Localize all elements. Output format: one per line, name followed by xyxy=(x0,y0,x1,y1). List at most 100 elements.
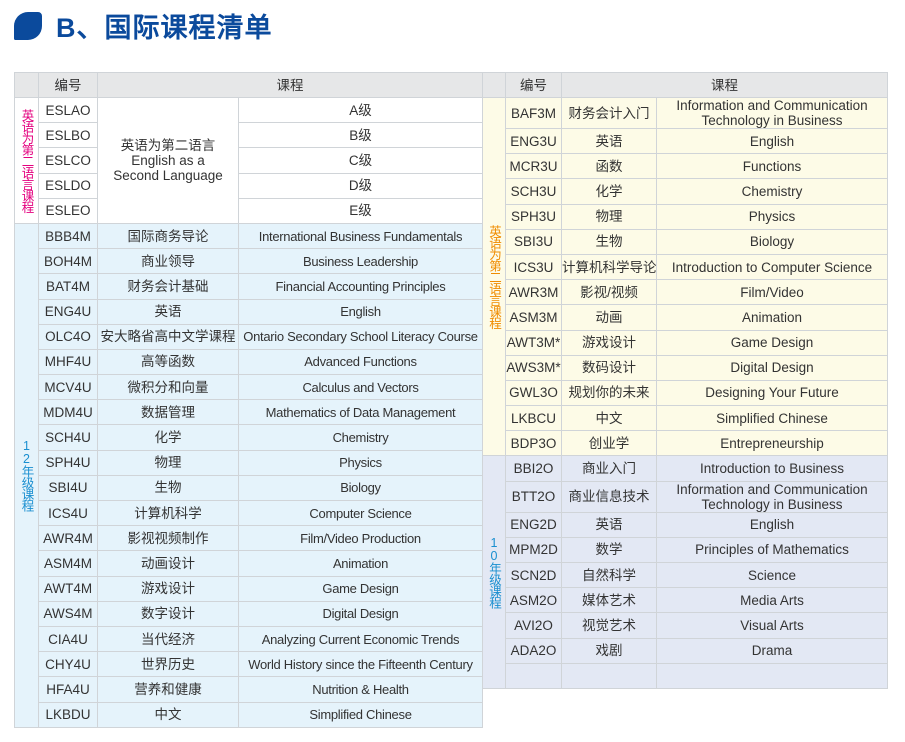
course-name-en: E级 xyxy=(238,197,483,224)
group-header xyxy=(14,72,39,98)
group-label: 10年级课程 xyxy=(487,536,501,609)
group-label-wrap: 10年级课程 xyxy=(484,457,505,688)
course-name-en: A级 xyxy=(238,96,483,124)
table-row: GWL3O 规划你的未来 Designing Your Future xyxy=(482,379,888,407)
course-code: SBI4U xyxy=(38,474,98,502)
course-name-cn: 数学 xyxy=(561,536,657,564)
course-name-cn: 世界历史 xyxy=(97,651,239,678)
course-code: ENG3U xyxy=(505,127,562,155)
course-name-en: Calculus and Vectors xyxy=(238,374,483,401)
course-code: SCH3U xyxy=(505,178,562,205)
course-name-cn: 媒体艺术 xyxy=(561,587,657,614)
course-name-en: Analyzing Current Economic Trends xyxy=(238,625,483,653)
course-name-cn: 英语 xyxy=(97,298,239,325)
course-name-en: Information and Communication Technology… xyxy=(656,97,888,129)
course-name-cn: 规划你的未来 xyxy=(561,379,657,407)
course-code: HFA4U xyxy=(38,676,98,703)
group-label: 英语为第二语言课程 xyxy=(487,224,501,329)
group-label-wrap: 英语为第二语言课程 xyxy=(16,98,38,222)
course-name-en: Nutrition & Health xyxy=(238,676,483,703)
course-code: AWS3M* xyxy=(505,354,562,381)
course-code: LKBDU xyxy=(38,701,98,728)
course-code: MCV4U xyxy=(38,374,98,401)
course-code: ASM2O xyxy=(505,587,562,614)
course-name-en: Digital Design xyxy=(238,600,483,627)
course-name-cn: 高等函数 xyxy=(97,348,239,376)
course-code: AVI2O xyxy=(505,612,562,639)
course-name-cn: 视觉艺术 xyxy=(561,612,657,639)
course-name-cn: 影视/视频 xyxy=(561,279,657,306)
group-label-cell: 12年级课程 xyxy=(14,222,39,728)
course-name-en: Game Design xyxy=(238,575,483,602)
course-name-cn: 自然科学 xyxy=(561,561,657,589)
table-row: 英语为第二语言课程 ESLAO 英语为第二语言 English as a Secon… xyxy=(14,96,483,224)
course-name-en: Animation xyxy=(238,550,483,577)
table-row: AVI2O 视觉艺术 Visual Arts xyxy=(482,612,888,639)
course-code: CHY4U xyxy=(38,651,98,678)
course-code: AWR4M xyxy=(38,525,98,552)
course-code: ESLAO xyxy=(38,96,98,124)
course-name-en: Game Design xyxy=(656,329,888,356)
course-name-cn: 动画 xyxy=(561,304,657,331)
course-name-en: World History since the Fifteenth Centur… xyxy=(238,651,483,678)
table-row: MCR3U 函数 Functions xyxy=(482,153,888,180)
course-name-en: Introduction to Computer Science xyxy=(656,253,888,281)
drop-bullet-icon xyxy=(14,11,42,40)
table-row: AWR3M 影视/视频 Film/Video xyxy=(482,279,888,306)
course-name-en: Introduction to Business xyxy=(656,455,888,482)
course-name-en: Physics xyxy=(656,203,888,230)
course-code: SBI3U xyxy=(505,228,562,255)
table-row: ESLEO E级 xyxy=(14,197,483,224)
table-row: OLC4O 安大略省高中文学课程 Ontario Secondary School … xyxy=(14,323,483,350)
table-row: SBI4U 生物 Biology xyxy=(14,474,483,502)
course-code: MDM4U xyxy=(38,399,98,426)
course-name-en: International Business Fundamentals xyxy=(238,222,483,250)
course-code: CIA4U xyxy=(38,625,98,653)
table-row: AWR4M 影视视频制作 Film/Video Production xyxy=(14,525,483,552)
course-name-cn: 创业学 xyxy=(561,430,657,457)
table-row: MCV4U 微积分和向量 Calculus and Vectors xyxy=(14,374,483,401)
table-row: ICS3U 计算机科学导论 Introduction to Computer Sci… xyxy=(482,253,888,281)
course-code: MCR3U xyxy=(505,153,562,180)
course-name-cn: 中文 xyxy=(97,701,239,728)
group-label-cell: 10年级课程 xyxy=(482,455,506,689)
course-name-en: Financial Accounting Principles xyxy=(238,273,483,300)
table-row: ASM4M 动画设计 Animation xyxy=(14,550,483,577)
group-label: 12年级课程 xyxy=(19,439,34,512)
code-header: 编号 xyxy=(505,72,562,98)
table-row: MHF4U 高等函数 Advanced Functions xyxy=(14,348,483,376)
course-name-cn: 商业领导 xyxy=(97,248,239,275)
course-name-en: Media Arts xyxy=(656,587,888,614)
table-row: BAT4M 财务会计基础 Financial Accounting Principl… xyxy=(14,273,483,300)
course-name-en: English xyxy=(656,511,888,538)
course-name-en: D级 xyxy=(238,172,483,199)
table-row: ESLCO C级 xyxy=(14,147,483,174)
course-code: SPH4U xyxy=(38,449,98,476)
table-row: SCH4U 化学 Chemistry xyxy=(14,424,483,451)
course-name-en: C级 xyxy=(238,147,483,174)
table-row: MDM4U 数据管理 Mathematics of Data Management xyxy=(14,399,483,426)
course-name-en: Mathematics of Data Management xyxy=(238,399,483,426)
course-name-cn: 安大略省高中文学课程 xyxy=(97,323,239,350)
course-name-cn: 当代经济 xyxy=(97,625,239,653)
header-row: 编号 课程 xyxy=(482,72,888,98)
course-code: SPH3U xyxy=(505,203,562,230)
course-code: ESLDO xyxy=(38,172,98,199)
course-name-cn: 数据管理 xyxy=(97,399,239,426)
table-row: 10年级课程 BBI2O 商业入门 Introduction to Business xyxy=(482,455,888,689)
group-label-cell: 英语为第二语言课程 xyxy=(482,96,506,457)
course-name-cn: 营养和健康 xyxy=(97,676,239,703)
table-row: LKBDU 中文 Simplified Chinese xyxy=(14,701,483,728)
page-title: B、国际课程清单 xyxy=(56,13,273,43)
course-code: OLC4O xyxy=(38,323,98,350)
course-name-cn: 影视视频制作 xyxy=(97,525,239,552)
course-code: ICS4U xyxy=(38,499,98,527)
table-row: SCH3U 化学 Chemistry xyxy=(482,178,888,205)
group-label-cell: 英语为第二语言课程 xyxy=(14,97,39,224)
course-name-cn: 中文 xyxy=(561,405,657,432)
course-name-en: B级 xyxy=(238,122,483,149)
table-row: ADA2O 戏剧 Drama xyxy=(482,637,888,664)
course-name-en: Biology xyxy=(656,228,888,255)
course-name-cn xyxy=(561,662,657,689)
course-name-cn: 计算机科学 xyxy=(97,499,239,527)
